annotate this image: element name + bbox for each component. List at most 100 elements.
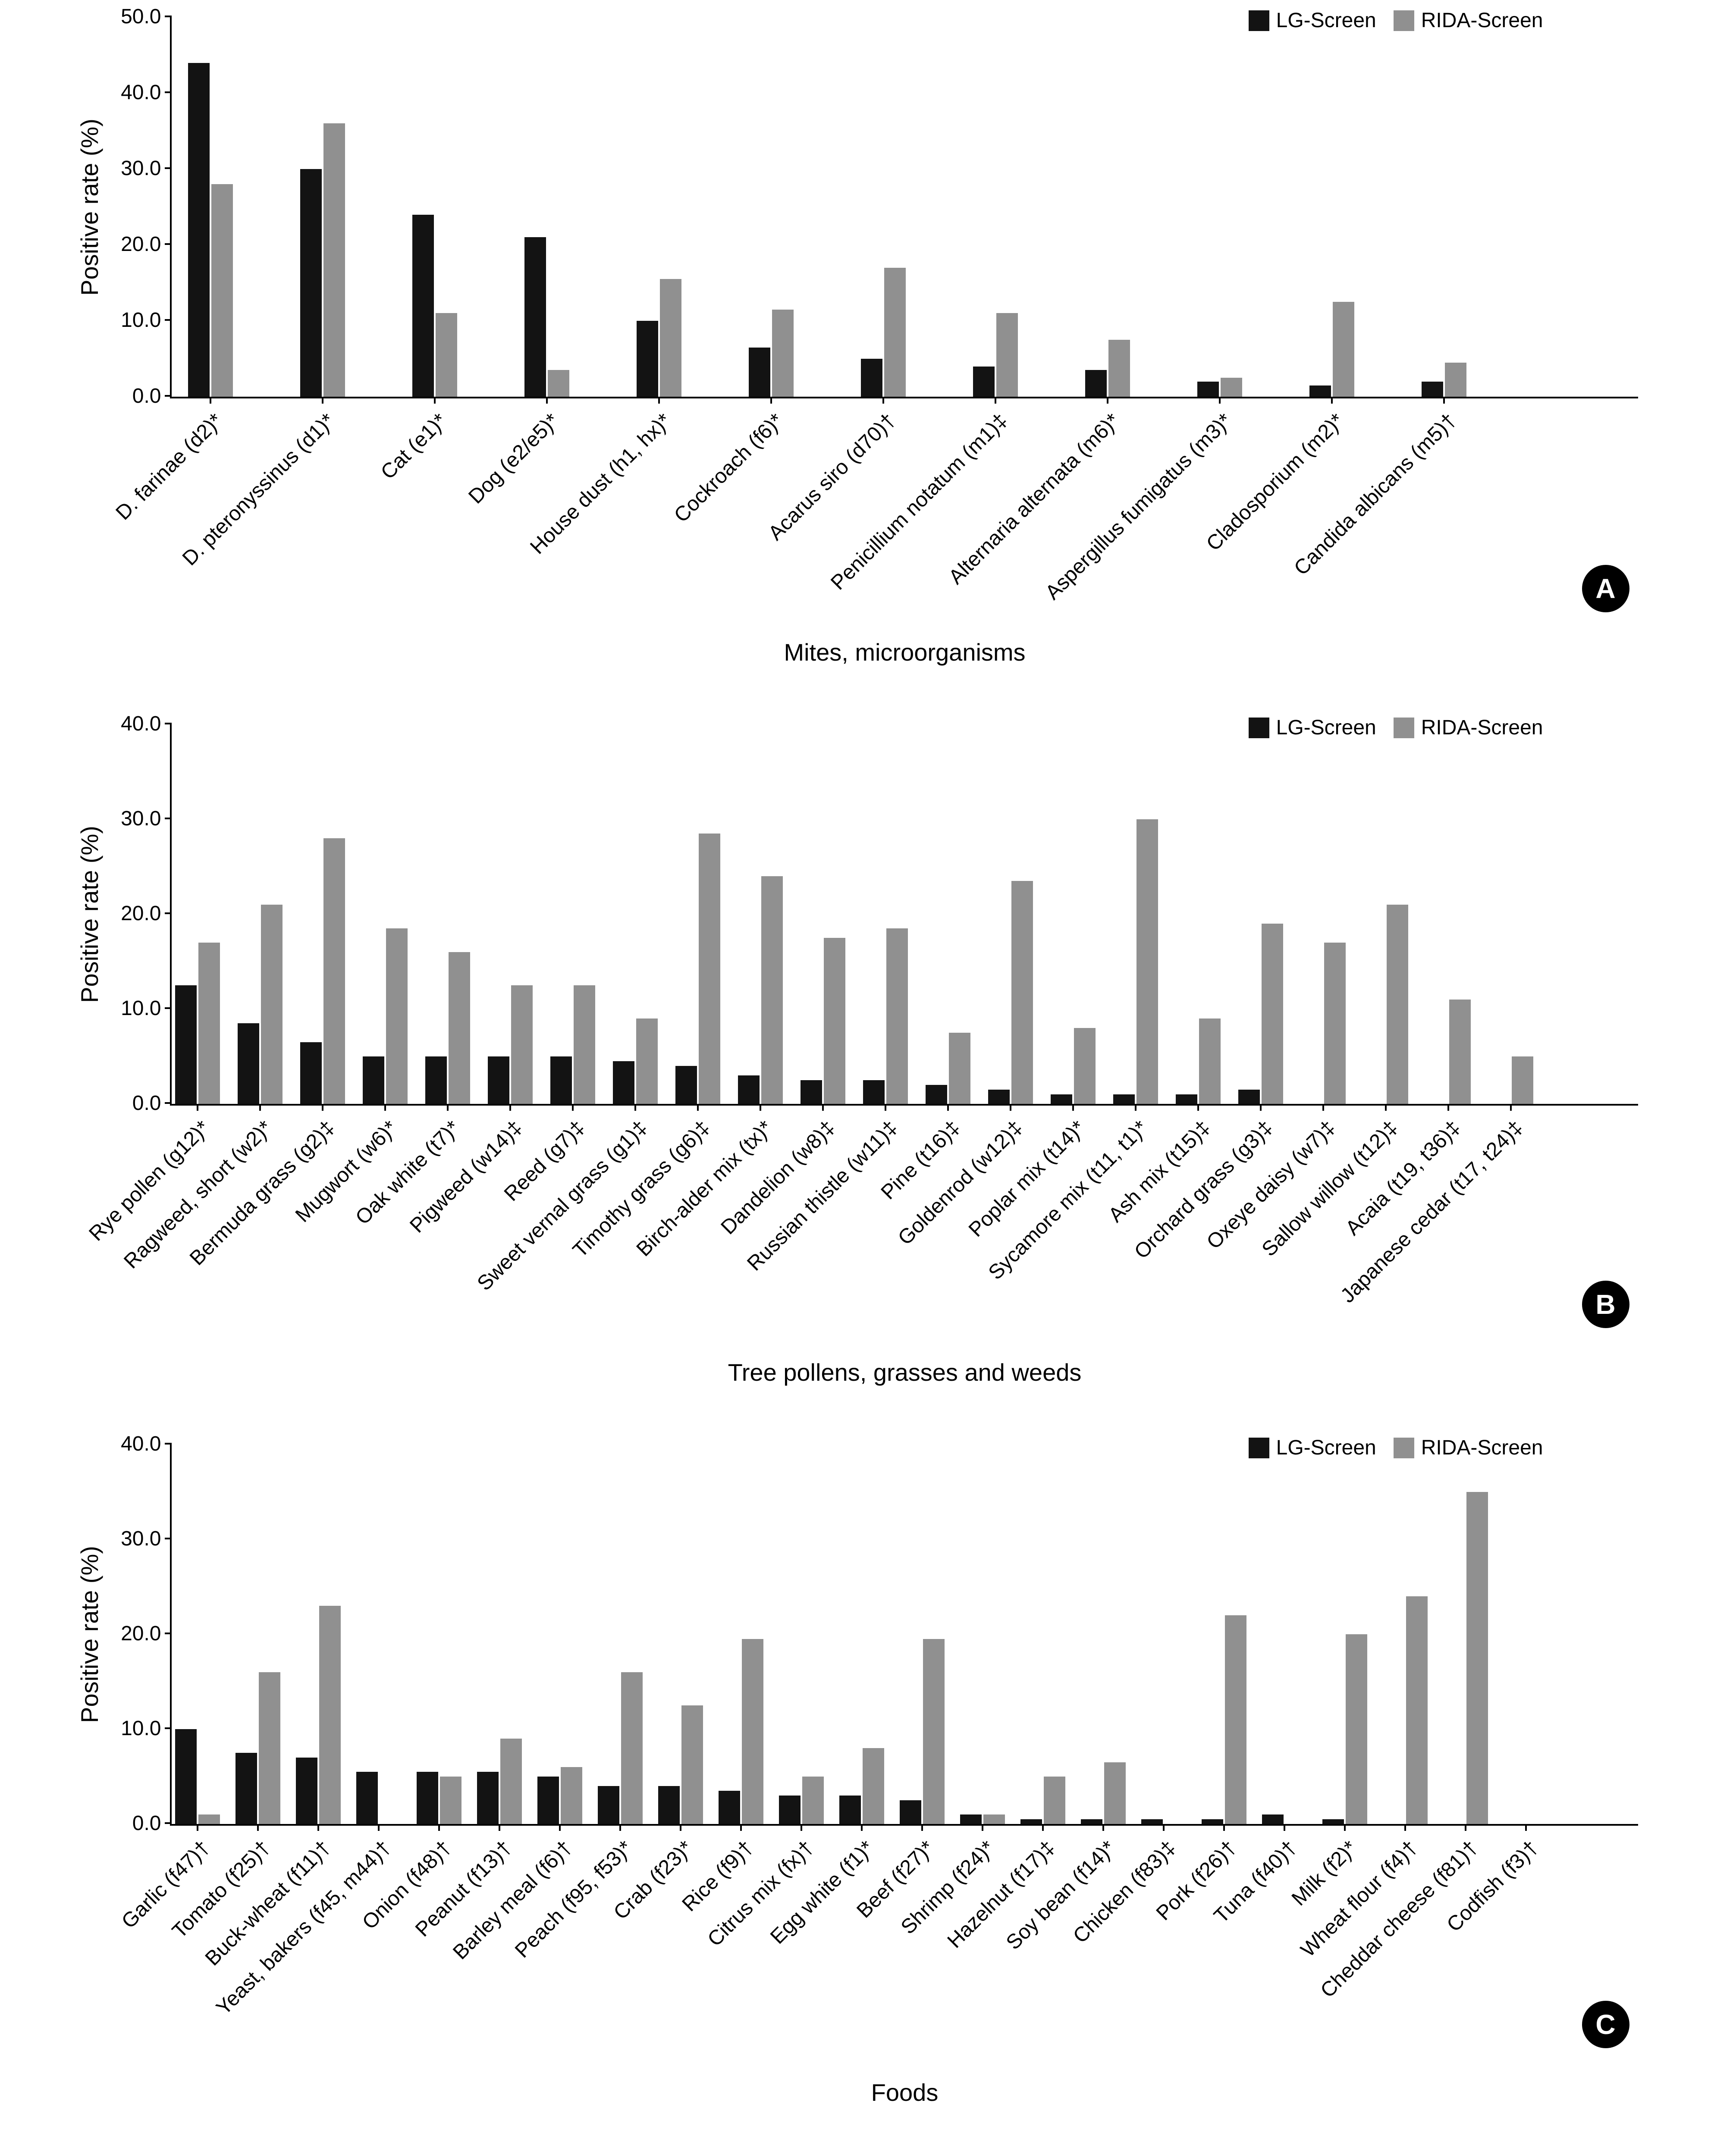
bar-lg	[235, 1753, 257, 1824]
x-tick-label: Dandelion (w8)‡	[716, 1116, 839, 1239]
bar-rida	[1346, 1634, 1367, 1824]
bar-rida	[259, 1672, 280, 1824]
bar-lg	[779, 1796, 801, 1824]
panel-B: Positive rate (%)0.010.020.030.040.0LG-S…	[6, 724, 1705, 1393]
x-tick-mark	[1219, 397, 1221, 404]
x-tick-mark	[801, 1824, 802, 1831]
bar-rida	[261, 905, 283, 1104]
category: Dog (e2/e5)*	[491, 17, 603, 397]
panel-A: Positive rate (%)0.010.020.030.040.050.0…	[6, 17, 1705, 673]
bar-lg	[524, 237, 546, 397]
x-tick-mark	[1404, 1824, 1406, 1831]
x-tick-mark	[921, 1824, 923, 1831]
category: Alternaria alternata (m6)*	[1052, 17, 1164, 397]
x-tick-label: Hazelnut (f17)‡	[942, 1836, 1059, 1953]
bar-lg	[175, 985, 197, 1104]
x-tick-mark	[822, 1104, 824, 1111]
bar-rida	[323, 838, 345, 1104]
x-tick-mark	[1447, 1104, 1449, 1111]
x-tick-mark	[947, 1104, 949, 1111]
bar-lg	[412, 215, 434, 397]
x-tick-mark	[658, 397, 660, 404]
bar-lg	[988, 1090, 1010, 1104]
category: Cat (e1)*	[379, 17, 491, 397]
x-tick-mark	[1385, 1104, 1387, 1111]
bar-rida	[561, 1767, 582, 1824]
bar-lg	[356, 1772, 378, 1824]
x-tick-mark	[572, 1104, 574, 1111]
bar-lg	[613, 1061, 634, 1104]
category: Orchard grass (g3)‡	[1229, 724, 1292, 1104]
bar-lg	[598, 1786, 619, 1824]
bar-rida	[660, 279, 681, 397]
category: Aspergillus fumigatus (m3)*	[1164, 17, 1276, 397]
category: Tuna (f40)†	[1254, 1445, 1315, 1824]
category: Oak white (t7)*	[416, 724, 479, 1104]
y-axis-label: Positive rate (%)	[75, 119, 104, 296]
bars-row: D. farinae (d2)*D. pteronyssinus (d1)*Ca…	[172, 17, 1638, 397]
x-tick-mark	[1107, 397, 1108, 404]
category: Cockroach (f6)*	[715, 17, 827, 397]
x-tick-label: Cockroach (f6)*	[669, 409, 788, 527]
x-tick-label: Poplar mix (t14)*	[964, 1116, 1090, 1242]
bar-rida	[1262, 924, 1283, 1104]
bar-lg	[1113, 1094, 1135, 1104]
x-tick-mark	[1331, 397, 1333, 404]
x-tick-mark	[982, 1824, 983, 1831]
bar-rida	[574, 985, 595, 1104]
bar-rida	[1324, 943, 1346, 1104]
bar-rida	[1074, 1028, 1096, 1104]
panel-badge: C	[1582, 2001, 1629, 2048]
category: Wheat flour (f4)†	[1375, 1445, 1435, 1824]
page: Positive rate (%)0.010.020.030.040.050.0…	[0, 0, 1711, 2156]
x-tick-mark	[447, 1104, 449, 1111]
y-tick-label: 30.0	[121, 1527, 161, 1551]
x-tick-mark	[257, 1824, 259, 1831]
y-axis-label: Positive rate (%)	[75, 826, 104, 1003]
x-tick-mark	[499, 1824, 500, 1831]
bar-lg	[1081, 1819, 1102, 1824]
x-axis-label: Foods	[172, 2078, 1638, 2106]
category: Egg white (f1)*	[832, 1445, 892, 1824]
category: Sycamore mix (t11, t1)*	[1104, 724, 1167, 1104]
panel-badge: B	[1582, 1281, 1629, 1328]
y-tick-label: 30.0	[121, 807, 161, 830]
bar-rida	[1449, 1000, 1471, 1104]
category: Acaia (t19, t36)‡	[1417, 724, 1479, 1104]
x-tick-mark	[680, 1824, 681, 1831]
x-tick-mark	[1072, 1104, 1074, 1111]
bar-rida	[198, 943, 220, 1104]
category: Poplar mix (t14)*	[1042, 724, 1104, 1104]
x-tick-mark	[434, 397, 436, 404]
category: Pine (t16)‡	[917, 724, 979, 1104]
x-tick-mark	[1102, 1824, 1104, 1831]
bar-lg	[1020, 1819, 1042, 1824]
x-tick-label: Acaia (t19, t36)‡	[1341, 1116, 1465, 1240]
y-tick-label: 0.0	[132, 1811, 161, 1835]
bar-lg	[1085, 370, 1107, 397]
bar-lg	[1202, 1819, 1223, 1824]
bar-rida	[1466, 1492, 1488, 1824]
bar-lg	[1238, 1090, 1260, 1104]
category: Cheddar cheese (f81)†	[1435, 1445, 1496, 1824]
bar-rida	[1333, 302, 1354, 397]
category: Japanese cedar (t17, t24)‡	[1479, 724, 1542, 1104]
x-tick-mark	[438, 1824, 440, 1831]
bar-rida	[621, 1672, 643, 1824]
x-tick-label: D. farinae (d2)*	[111, 409, 227, 525]
bar-lg	[537, 1777, 559, 1824]
bar-rida	[1406, 1596, 1428, 1824]
category: Oxeye daisy (w7)‡	[1292, 724, 1354, 1104]
bar-lg	[738, 1075, 760, 1104]
category: D. pteronyssinus (d1)*	[267, 17, 379, 397]
x-tick-mark	[885, 1104, 886, 1111]
x-tick-mark	[1322, 1104, 1324, 1111]
x-tick-label: Penicillium notatum (m1)‡	[826, 409, 1012, 595]
x-tick-mark	[1443, 397, 1445, 404]
bar-rida	[824, 938, 845, 1104]
bar-rida	[772, 310, 794, 397]
bar-lg	[749, 348, 770, 397]
y-tick-label: 20.0	[121, 1622, 161, 1645]
x-tick-mark	[1344, 1824, 1346, 1831]
bar-rida	[996, 313, 1018, 397]
